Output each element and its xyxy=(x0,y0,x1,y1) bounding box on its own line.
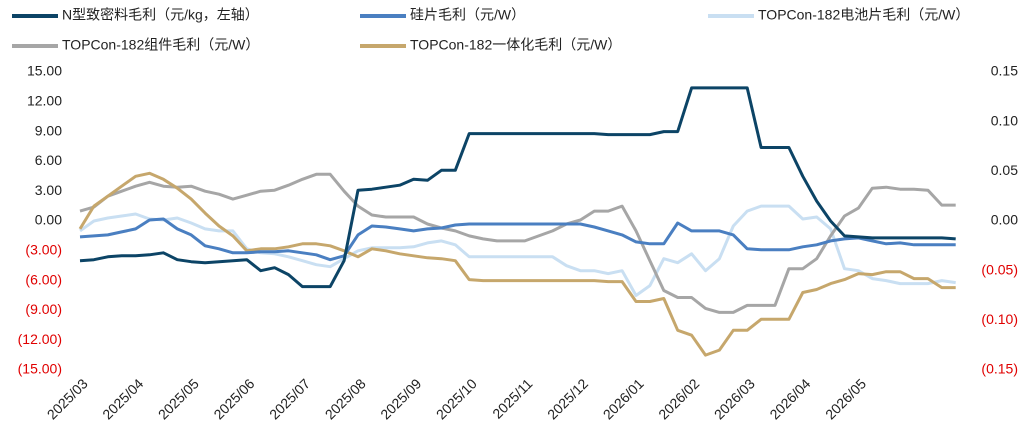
y2-tick-label: (0.10) xyxy=(981,311,1018,327)
y-tick-label: 12.00 xyxy=(27,93,62,109)
y-tick-label: 3.00 xyxy=(35,182,62,198)
x-tick-label: 2025/03 xyxy=(44,375,91,422)
y-tick-label: 15.00 xyxy=(27,63,62,79)
y-tick-label: (12.00) xyxy=(18,331,62,347)
legend-label: TOPCon-182一体化毛利（元/W） xyxy=(410,37,621,53)
series-line xyxy=(79,217,956,262)
x-tick-label: 2025/08 xyxy=(322,375,369,422)
x-tick-label: 2025/12 xyxy=(544,375,591,422)
x-tick-label: 2025/11 xyxy=(489,375,536,422)
x-tick-label: 2026/04 xyxy=(766,375,813,422)
x-tick-label: 2025/07 xyxy=(266,375,313,422)
y2-tick-label: (0.15) xyxy=(981,361,1018,377)
y-tick-label: 0.00 xyxy=(35,212,62,228)
legend-label: 硅片毛利（元/W） xyxy=(410,7,525,23)
series-line xyxy=(79,86,956,289)
series-line xyxy=(78,171,956,357)
legend-label: TOPCon-182组件毛利（元/W） xyxy=(62,37,259,53)
y-tick-label: 6.00 xyxy=(35,152,62,168)
y2-tick-label: (0.05) xyxy=(981,261,1018,277)
y-tick-label: (3.00) xyxy=(25,242,62,258)
legend-label: N型致密料毛利（元/kg，左轴） xyxy=(62,7,259,23)
y-tick-label: 9.00 xyxy=(35,122,62,138)
x-tick-label: 2025/06 xyxy=(210,375,257,422)
y-tick-label: (6.00) xyxy=(25,271,62,287)
x-tick-label: 2026/05 xyxy=(822,375,869,422)
x-tick-label: 2026/03 xyxy=(711,375,758,422)
y2-tick-label: 0.05 xyxy=(991,162,1018,178)
x-tick-label: 2025/04 xyxy=(99,375,146,422)
y2-tick-label: 0.00 xyxy=(991,212,1018,228)
x-tick-label: 2026/02 xyxy=(655,375,702,422)
y2-tick-label: 0.15 xyxy=(991,63,1018,79)
x-tick-label: 2025/10 xyxy=(433,375,480,422)
x-tick-label: 2025/05 xyxy=(155,375,202,422)
y-tick-label: (9.00) xyxy=(25,301,62,317)
x-tick-label: 2025/09 xyxy=(377,375,424,422)
legend-label: TOPCon-182电池片毛利（元/W） xyxy=(758,7,969,23)
x-tick-label: 2026/01 xyxy=(600,375,647,422)
series-line xyxy=(79,172,956,314)
y-tick-label: (15.00) xyxy=(18,361,62,377)
y2-tick-label: 0.10 xyxy=(991,112,1018,128)
